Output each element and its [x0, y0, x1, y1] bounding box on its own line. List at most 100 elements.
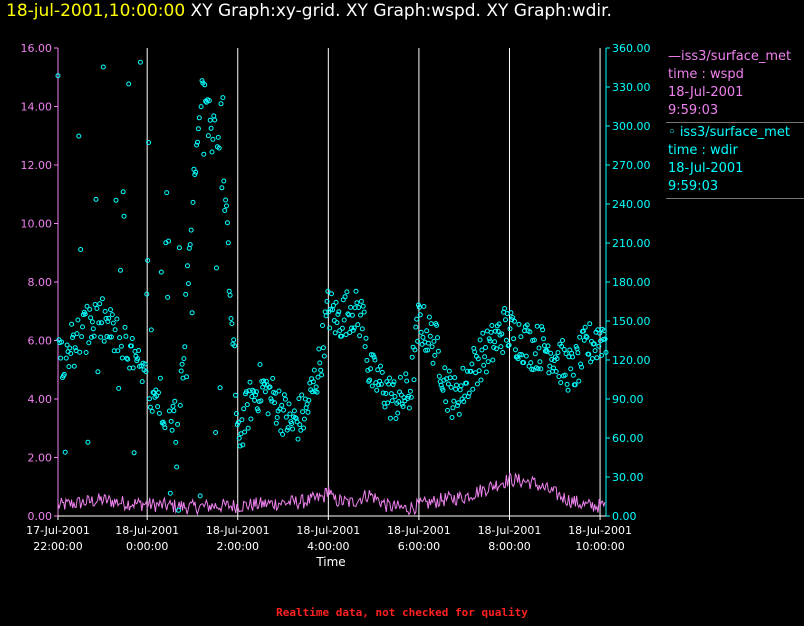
wdir-point — [185, 281, 191, 287]
wdir-point — [175, 421, 181, 427]
wdir-point — [297, 422, 303, 428]
wdir-point — [147, 404, 153, 410]
left-tick-label: 2.00 — [28, 452, 53, 465]
wdir-point — [118, 267, 123, 273]
right-tick-label: 180.00 — [612, 276, 651, 289]
wdir-point — [62, 449, 68, 455]
wdir-point — [224, 203, 229, 209]
wdir-point — [126, 81, 132, 87]
wdir-point — [197, 493, 203, 499]
wdir-point — [479, 347, 485, 353]
wdir-point — [493, 328, 498, 334]
wdir-point — [560, 338, 565, 343]
right-tick-label: 60.00 — [612, 432, 644, 445]
wdir-point — [570, 354, 575, 360]
wdir-point — [344, 289, 350, 295]
wdir-point — [491, 345, 497, 350]
wdir-point — [234, 422, 240, 428]
wdir-point — [531, 337, 537, 343]
wdir-point — [431, 338, 437, 344]
wdir-point — [82, 311, 88, 317]
wdir-point — [131, 450, 137, 456]
right-tick-label: 30.00 — [612, 471, 644, 484]
legend-wspd-line2: time : wspd — [668, 67, 744, 82]
wdir-point — [101, 338, 107, 344]
wdir-point — [189, 310, 195, 316]
wdir-point — [480, 330, 486, 336]
wdir-point — [383, 391, 389, 396]
wdir-point — [532, 351, 538, 357]
wdir-point — [94, 306, 100, 311]
wdir-point — [316, 346, 322, 352]
wdir-point — [85, 439, 91, 445]
wdir-point — [545, 343, 551, 349]
wdir-point — [443, 399, 449, 405]
x-tick-date: 18-Jul-2001 — [115, 524, 179, 537]
wdir-point — [97, 301, 103, 307]
right-tick-label: 150.00 — [612, 315, 651, 328]
wdir-point — [454, 382, 459, 388]
right-tick-label: 240.00 — [612, 198, 651, 211]
wdir-point — [398, 392, 404, 398]
wdir-point — [137, 59, 143, 65]
wdir-point — [539, 324, 545, 330]
wdir-point — [117, 335, 123, 341]
wdir-point — [118, 343, 124, 349]
wdir-point — [568, 366, 574, 372]
wdir-point — [262, 389, 268, 395]
wdir-point — [500, 350, 506, 355]
wdir-point — [521, 360, 527, 366]
wdir-point — [300, 409, 306, 415]
wdir-point — [506, 342, 512, 348]
wdir-point — [214, 265, 219, 271]
wdir-point — [211, 113, 217, 119]
wdir-point — [221, 178, 227, 184]
wdir-point — [119, 355, 125, 361]
wdir-point — [464, 380, 469, 386]
wdir-point — [350, 327, 356, 333]
x-tick-date: 18-Jul-2001 — [478, 524, 542, 537]
wdir-point — [451, 398, 457, 404]
wdir-point — [329, 291, 334, 297]
wdir-point — [430, 360, 436, 366]
wdir-point — [279, 402, 285, 408]
legend-wspd: —iss3/surface_met time : wspd 18-Jul-200… — [666, 48, 804, 120]
wdir-point — [473, 370, 479, 376]
wdir-point — [244, 402, 250, 408]
wdir-point — [318, 367, 324, 373]
wdir-point — [336, 309, 342, 315]
wdir-point — [602, 336, 608, 342]
wdir-point — [283, 414, 289, 420]
wdir-point — [179, 361, 185, 367]
wdir-point — [80, 324, 85, 330]
wdir-point — [87, 306, 93, 312]
wdir-point — [488, 329, 494, 335]
wdir-point — [226, 288, 232, 294]
wdir-point — [360, 303, 366, 309]
wdir-point — [281, 407, 286, 413]
x-axis: 17-Jul-2001 22:00:00 18-Jul-2001 0:00:00 18-… — [26, 515, 632, 553]
wdir-point — [320, 345, 326, 351]
wdir-point — [232, 343, 238, 349]
wdir-point — [227, 292, 233, 298]
wdir-point — [194, 142, 200, 148]
wdir-point — [206, 98, 212, 104]
wdir-point — [84, 303, 90, 309]
wdir-point — [78, 247, 84, 252]
wdir-point — [156, 390, 161, 396]
wdir-point — [392, 394, 398, 399]
right-tick-label: 270.00 — [612, 159, 651, 172]
wdir-point — [121, 213, 127, 219]
wdir-point — [390, 382, 396, 387]
wdir-point — [496, 321, 502, 327]
wdir-point — [528, 360, 534, 366]
wdir-point — [176, 507, 181, 513]
wdir-point — [537, 359, 543, 365]
wdir-point — [332, 330, 338, 336]
wdir-point — [93, 196, 99, 202]
wdir-point — [241, 406, 247, 412]
wdir-point — [592, 348, 598, 354]
wdir-point — [502, 306, 508, 311]
wdir-point — [389, 398, 395, 404]
wdir-point — [317, 360, 323, 366]
